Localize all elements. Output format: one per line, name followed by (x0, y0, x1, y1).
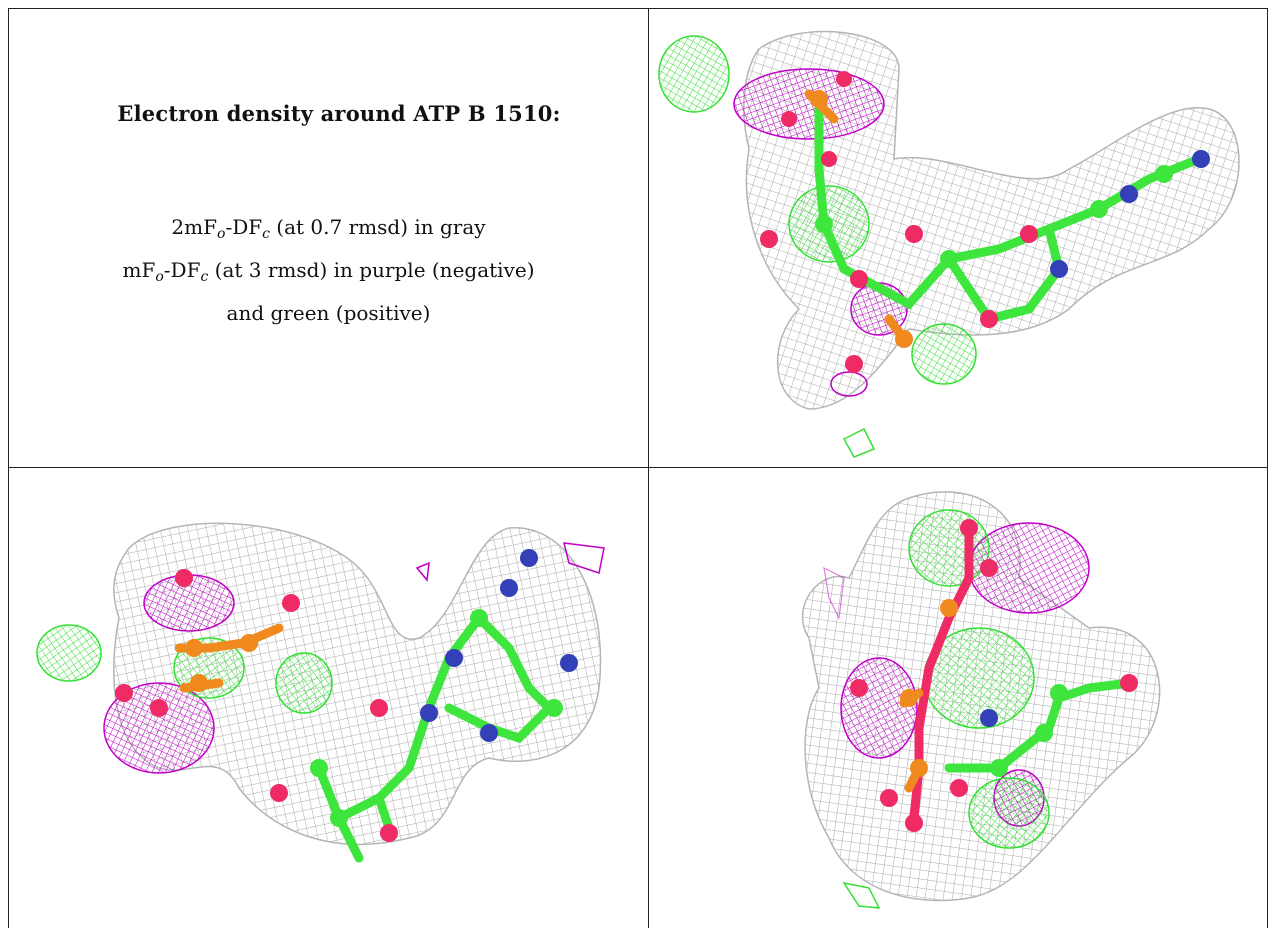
density-negative-blob (840, 657, 918, 759)
density-view-1 (649, 9, 1267, 467)
density-view-2-image (36, 522, 605, 863)
density-positive-blob (658, 35, 730, 113)
caption-heading: Electron density around ATP B 1510: (117, 101, 561, 126)
l2-sub-c: c (200, 269, 209, 285)
l2-mid: -DF (163, 258, 201, 282)
density-view-3-image (801, 491, 1161, 909)
table-border-left (8, 8, 9, 928)
l2-suffix: (at 3 rmsd) in purple (negative) (208, 258, 535, 282)
density-negative-blob (415, 561, 430, 582)
density-positive-blob (36, 624, 102, 682)
l2-prefix: mF (122, 258, 156, 282)
atoms (760, 71, 1210, 373)
density-view-3 (649, 468, 1267, 928)
caption-line-2fofc: 2mFo-DFc (at 0.7 rmsd) in gray (9, 209, 648, 252)
table-border-right (1267, 8, 1268, 928)
l1-suffix: (at 0.7 rmsd) in gray (269, 215, 486, 239)
density-positive-blob (842, 427, 876, 458)
density-positive-blob (968, 777, 1050, 849)
l1-sub-o: o (217, 226, 226, 242)
density-view-1-image (658, 30, 1240, 458)
table-border-top (8, 8, 1268, 9)
l1-prefix: 2mF (171, 215, 217, 239)
density-negative-blob (830, 371, 868, 397)
l1-sub-c: c (262, 226, 270, 242)
caption-line-fofc: mFo-DFc (at 3 rmsd) in purple (negative) (9, 252, 648, 295)
density-negative-blob (733, 68, 885, 140)
table-divider-vertical (648, 8, 649, 928)
density-positive-blob (275, 652, 333, 714)
caption-description: 2mFo-DFc (at 0.7 rmsd) in gray mFo-DFc (… (9, 209, 648, 331)
density-positive-blob (908, 509, 990, 587)
caption-cell: Electron density around ATP B 1510: 2mFo… (9, 9, 648, 467)
density-negative-blob (563, 542, 605, 574)
density-view-2 (9, 468, 648, 928)
density-positive-blob (842, 881, 881, 909)
caption-line-positive: and green (positive) (226, 301, 431, 325)
density-positive-blob (911, 323, 977, 385)
density-negative-blob (823, 566, 845, 621)
table-divider-horizontal (8, 467, 1268, 468)
l1-mid: -DF (225, 215, 263, 239)
density-negative-blob (103, 682, 215, 774)
atoms (115, 549, 578, 842)
atoms (850, 519, 1138, 832)
l2-sub-o: o (155, 269, 164, 285)
